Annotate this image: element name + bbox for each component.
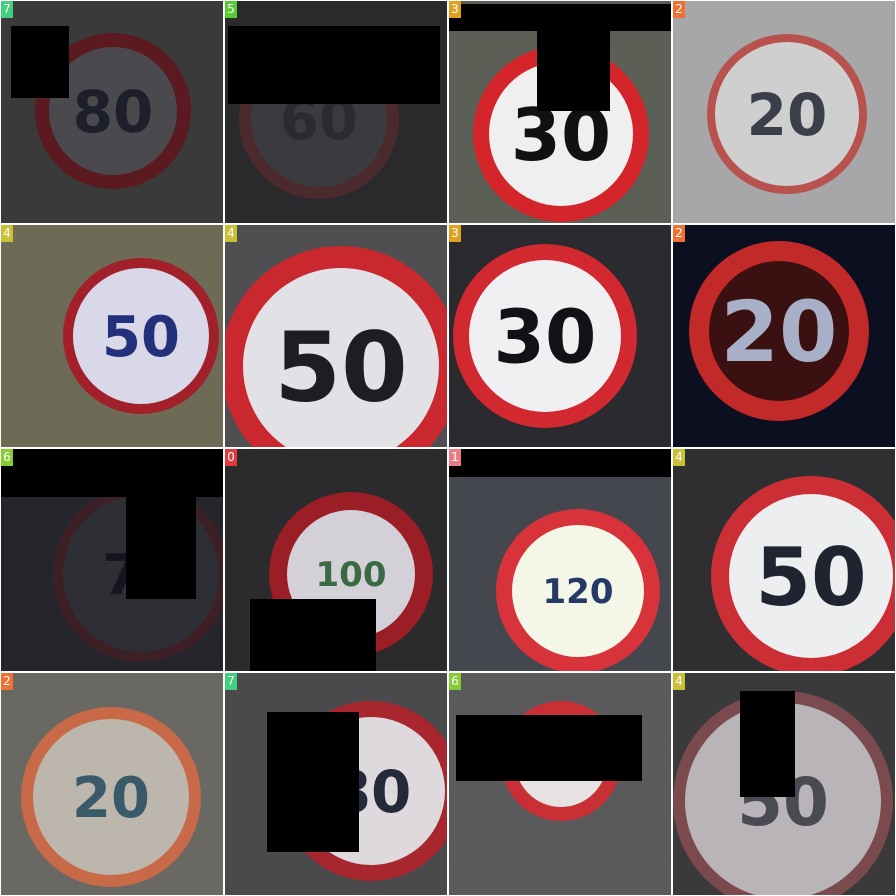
class-label-badge: 6 xyxy=(1,449,13,466)
occlusion-patch xyxy=(456,715,642,781)
occlusion-patch xyxy=(537,31,610,111)
sign-speed-number: 30 xyxy=(494,295,597,381)
occlusion-patch xyxy=(740,691,795,797)
sign-tile: 706 xyxy=(1,449,223,671)
sign-image: 50 xyxy=(225,225,447,447)
sign-image: 80 xyxy=(1,1,223,223)
sign-tile: 80 7 xyxy=(225,673,447,895)
sign-tile: 100 0 xyxy=(225,449,447,671)
class-label-badge: 2 xyxy=(673,1,685,18)
class-label-badge: 1 xyxy=(449,449,461,466)
sign-face xyxy=(49,47,177,175)
sign-tile: 60 5 xyxy=(225,1,447,223)
class-label-badge: 6 xyxy=(449,673,461,690)
sign-tile: 120 1 xyxy=(449,449,671,671)
class-label-badge: 2 xyxy=(1,673,13,690)
class-label-badge: 3 xyxy=(449,225,461,242)
occlusion-patch xyxy=(11,26,69,98)
sign-speed-number: 50 xyxy=(755,531,866,624)
sign-speed-number: 20 xyxy=(721,283,838,381)
sign-image: 20 xyxy=(673,225,895,447)
sign-face xyxy=(685,703,881,895)
sign-tile: 706 xyxy=(449,673,671,895)
occlusion-patch xyxy=(267,712,359,852)
occlusion-patch xyxy=(449,4,671,31)
sign-image: 50 xyxy=(673,449,895,671)
sign-tile: 20 2 xyxy=(1,673,223,895)
sign-face xyxy=(715,42,859,186)
sign-speed-number: 50 xyxy=(102,305,180,370)
sign-tile: 20 2 xyxy=(673,1,895,223)
sign-tile: 50 4 xyxy=(225,225,447,447)
sign-image: 50 xyxy=(1,225,223,447)
class-label-badge: 3 xyxy=(449,1,461,18)
class-label-badge: 4 xyxy=(673,449,685,466)
sign-image: 30 xyxy=(449,225,671,447)
sign-image: 20 xyxy=(673,1,895,223)
class-label-badge: 4 xyxy=(673,673,685,690)
class-label-badge: 4 xyxy=(1,225,13,242)
sign-tile: 30 3 xyxy=(449,225,671,447)
sign-tile: 80 7 xyxy=(1,1,223,223)
occlusion-patch xyxy=(449,449,671,477)
occlusion-patch xyxy=(126,497,196,599)
sign-face xyxy=(243,268,439,447)
sign-speed-number: 80 xyxy=(73,78,154,146)
sign-face xyxy=(512,525,644,657)
class-label-badge: 4 xyxy=(225,225,237,242)
occlusion-patch xyxy=(1,449,223,497)
sign-speed-number: 20 xyxy=(747,81,828,149)
sign-image: 120 xyxy=(449,449,671,671)
sign-speed-number: 50 xyxy=(274,312,408,424)
class-label-badge: 7 xyxy=(225,673,237,690)
class-label-badge: 5 xyxy=(225,1,237,18)
sign-tile: 20 2 xyxy=(673,225,895,447)
occlusion-patch xyxy=(250,599,376,671)
class-label-badge: 0 xyxy=(225,449,237,466)
sign-tile: 50 4 xyxy=(673,673,895,895)
sign-speed-number: 100 xyxy=(316,555,387,595)
sign-speed-number: 20 xyxy=(72,766,150,831)
sign-face xyxy=(33,719,189,875)
sign-tile: 50 4 xyxy=(1,225,223,447)
occlusion-patch xyxy=(228,26,440,104)
sign-face xyxy=(73,268,209,404)
sign-face xyxy=(709,261,849,401)
sign-image: 70 xyxy=(449,673,671,895)
class-label-badge: 2 xyxy=(673,225,685,242)
sign-tile: 30 3 xyxy=(449,1,671,223)
sign-speed-number: 120 xyxy=(543,572,614,612)
sign-tile: 50 4 xyxy=(673,449,895,671)
sign-image: 20 xyxy=(1,673,223,895)
sign-face xyxy=(729,494,893,658)
class-label-badge: 7 xyxy=(1,1,13,18)
sign-face xyxy=(469,260,621,412)
